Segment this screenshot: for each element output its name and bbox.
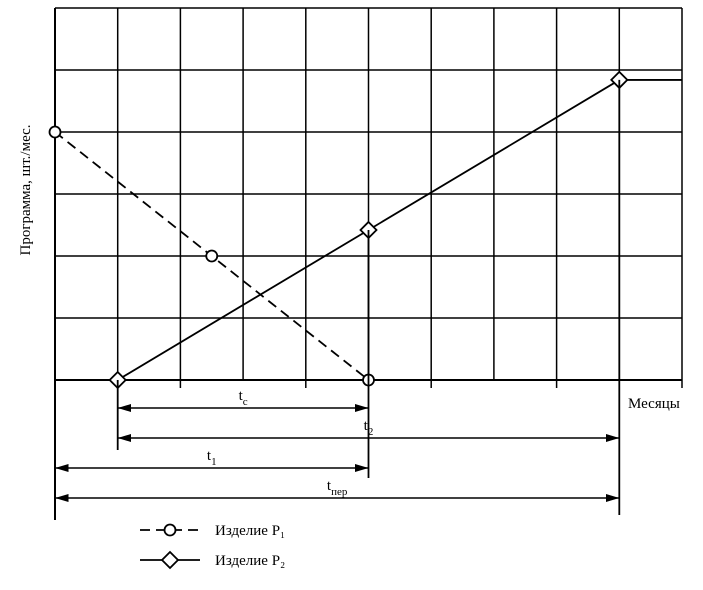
interval-label-sub: 2: [368, 426, 374, 438]
interval-label: t1: [207, 448, 217, 468]
point: [48, 125, 62, 139]
point: [160, 550, 180, 570]
point: [163, 523, 177, 537]
series-line: [117, 79, 682, 381]
interval-label-sub: с: [243, 396, 248, 408]
interval-label: tпер: [327, 478, 348, 498]
interval-label: tс: [239, 388, 248, 408]
interval-label-main: t: [364, 418, 369, 434]
y-axis-label: Программа, шт./мес.: [18, 124, 34, 255]
legend-label: Изделие P₁: [215, 523, 285, 539]
interval-label-sub: 1: [211, 456, 217, 468]
interval-label-main: t: [239, 388, 244, 404]
interval-label: t2: [364, 418, 374, 438]
legend-label: Изделие P₂: [215, 553, 285, 569]
point: [205, 249, 219, 263]
interval-label-main: t: [207, 448, 212, 464]
interval-label-sub: пер: [331, 486, 348, 498]
interval-label-main: t: [327, 478, 332, 494]
x-axis-label: Месяцы: [628, 396, 680, 412]
